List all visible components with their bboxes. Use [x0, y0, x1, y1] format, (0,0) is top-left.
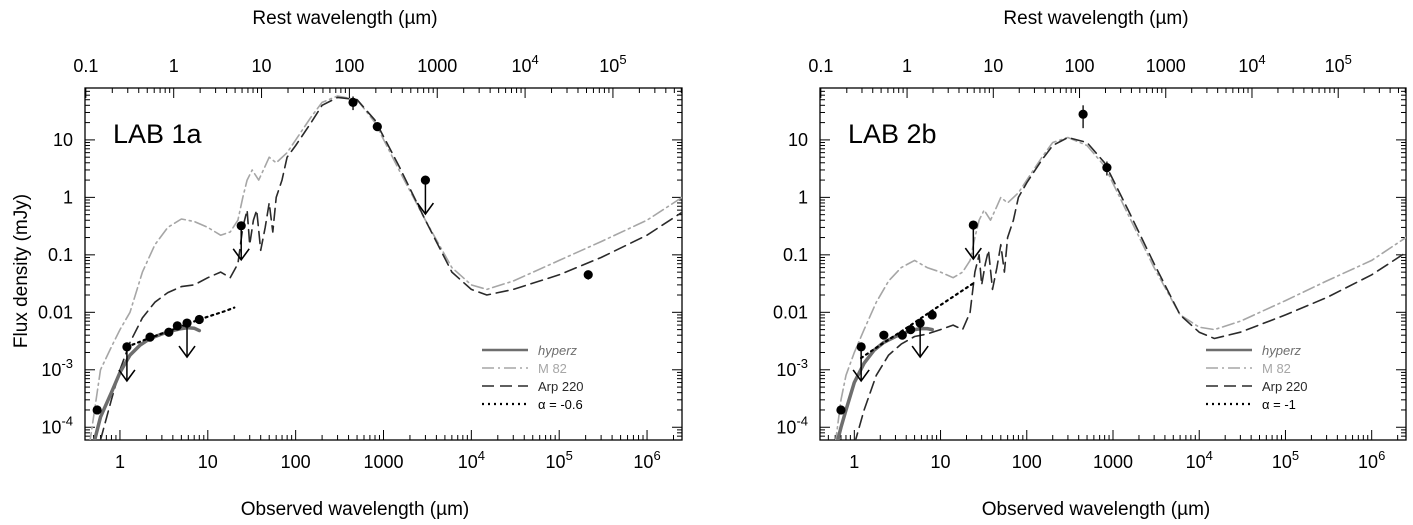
y-tick-label: 0.1	[783, 245, 808, 265]
top-tick-label: 100	[334, 56, 364, 76]
top-tick-label: 1000	[417, 56, 457, 76]
bottom-axis-title: Observed wavelength (µm)	[241, 499, 469, 520]
bottom-tick-label: 104	[1186, 448, 1213, 472]
top-tick-label: 1	[902, 56, 912, 76]
top-tick-label: 1000	[1146, 56, 1186, 76]
bottom-tick-label: 106	[1358, 448, 1385, 472]
upper-limit-arrow-head	[232, 248, 250, 262]
panel-label: LAB 2b	[848, 119, 937, 149]
y-tick-label: 10-3	[776, 356, 808, 380]
bottom-tick-label: 100	[281, 452, 311, 472]
panel-label: LAB 1a	[113, 119, 203, 149]
y-tick-label: 10-4	[41, 413, 73, 437]
bottom-tick-label: 105	[546, 448, 573, 472]
y-tick-label: 10-4	[776, 413, 808, 437]
series-powerlaw-line	[125, 306, 236, 348]
top-tick-label: 105	[1325, 52, 1352, 76]
data-point	[348, 97, 358, 107]
y-tick-label: 10	[53, 130, 73, 150]
data-point	[122, 342, 132, 352]
upper-limit-arrow-head	[964, 247, 982, 261]
data-point	[182, 318, 192, 328]
model-curves	[834, 136, 1406, 440]
series-hyperz-line	[835, 326, 934, 440]
y-axis-title: Flux density (mJy)	[11, 194, 32, 348]
top-tick-label: 104	[511, 52, 538, 76]
legend-label-powerlaw: α = -1	[1262, 397, 1296, 412]
y-tick-label: 0.1	[48, 245, 73, 265]
data-point	[172, 321, 182, 331]
y-tick-label: 10	[788, 130, 808, 150]
bottom-tick-label: 100	[1012, 452, 1042, 472]
upper-limit-arrow-head	[852, 369, 870, 383]
top-tick-label: 1	[169, 56, 179, 76]
top-tick-label: 104	[1238, 52, 1265, 76]
data-point	[968, 220, 978, 230]
upper-limit-arrow-head	[416, 202, 435, 216]
top-tick-label: 0.1	[73, 56, 98, 76]
series-m82-line	[834, 136, 1406, 440]
bottom-axis-title: Observed wavelength (µm)	[982, 499, 1210, 520]
data-point	[1102, 162, 1112, 173]
y-tick-label: 1	[798, 187, 808, 207]
data-point	[583, 270, 593, 280]
data-point	[145, 332, 155, 342]
upper-limit-arrow-head	[178, 345, 196, 359]
bottom-tick-label: 106	[633, 448, 660, 472]
data-point	[927, 310, 937, 320]
data-point	[194, 314, 204, 325]
data-point	[1078, 109, 1088, 119]
legend-label-m82: M 82	[1262, 361, 1291, 376]
data-point	[164, 327, 174, 337]
top-tick-label: 10	[252, 56, 272, 76]
series-m82-line	[89, 95, 682, 440]
bottom-tick-label: 10	[198, 452, 218, 472]
data-point	[420, 175, 431, 185]
legend-label-hyperz: hyperz	[1262, 343, 1302, 358]
legend-label-arp220: Arp 220	[1262, 379, 1308, 394]
bottom-tick-label: 105	[1272, 448, 1299, 472]
upper-limit-arrow-head	[118, 369, 136, 383]
bottom-tick-label: 10	[931, 452, 951, 472]
y-tick-label: 1	[63, 187, 73, 207]
top-tick-label: 10	[983, 56, 1003, 76]
data-point	[836, 405, 846, 415]
data-point	[372, 122, 382, 132]
data-point	[92, 405, 102, 415]
bottom-tick-label: 1	[115, 452, 125, 472]
y-tick-label: 0.01	[773, 302, 808, 322]
legend-label-powerlaw: α = -0.6	[538, 397, 583, 412]
series-powerlaw-line	[860, 281, 976, 360]
top-axis-title: Rest wavelength (µm)	[1003, 8, 1188, 29]
data-point	[897, 330, 907, 340]
bottom-tick-label: 1000	[1093, 452, 1133, 472]
top-axis-title: Rest wavelength (µm)	[252, 8, 437, 29]
data-point	[856, 342, 866, 352]
data-point	[915, 318, 925, 328]
top-tick-label: 0.1	[808, 56, 833, 76]
top-tick-label: 105	[599, 52, 626, 76]
top-tick-label: 100	[1064, 56, 1094, 76]
bottom-tick-label: 1000	[363, 452, 403, 472]
data-point	[236, 221, 246, 231]
legend-label-arp220: Arp 220	[538, 379, 584, 394]
data-point	[879, 330, 889, 340]
series-arp220-line	[854, 136, 1406, 440]
legend-label-m82: M 82	[538, 361, 567, 376]
bottom-tick-label: 1	[849, 452, 859, 472]
series-hyperz-line	[92, 325, 202, 440]
series-arp220-line	[99, 96, 682, 440]
upper-limit-arrow-head	[911, 345, 929, 359]
data-point	[906, 325, 916, 335]
legend-label-hyperz: hyperz	[538, 343, 578, 358]
y-tick-label: 0.01	[38, 302, 73, 322]
bottom-tick-label: 104	[458, 448, 485, 472]
y-tick-label: 10-3	[41, 356, 73, 380]
